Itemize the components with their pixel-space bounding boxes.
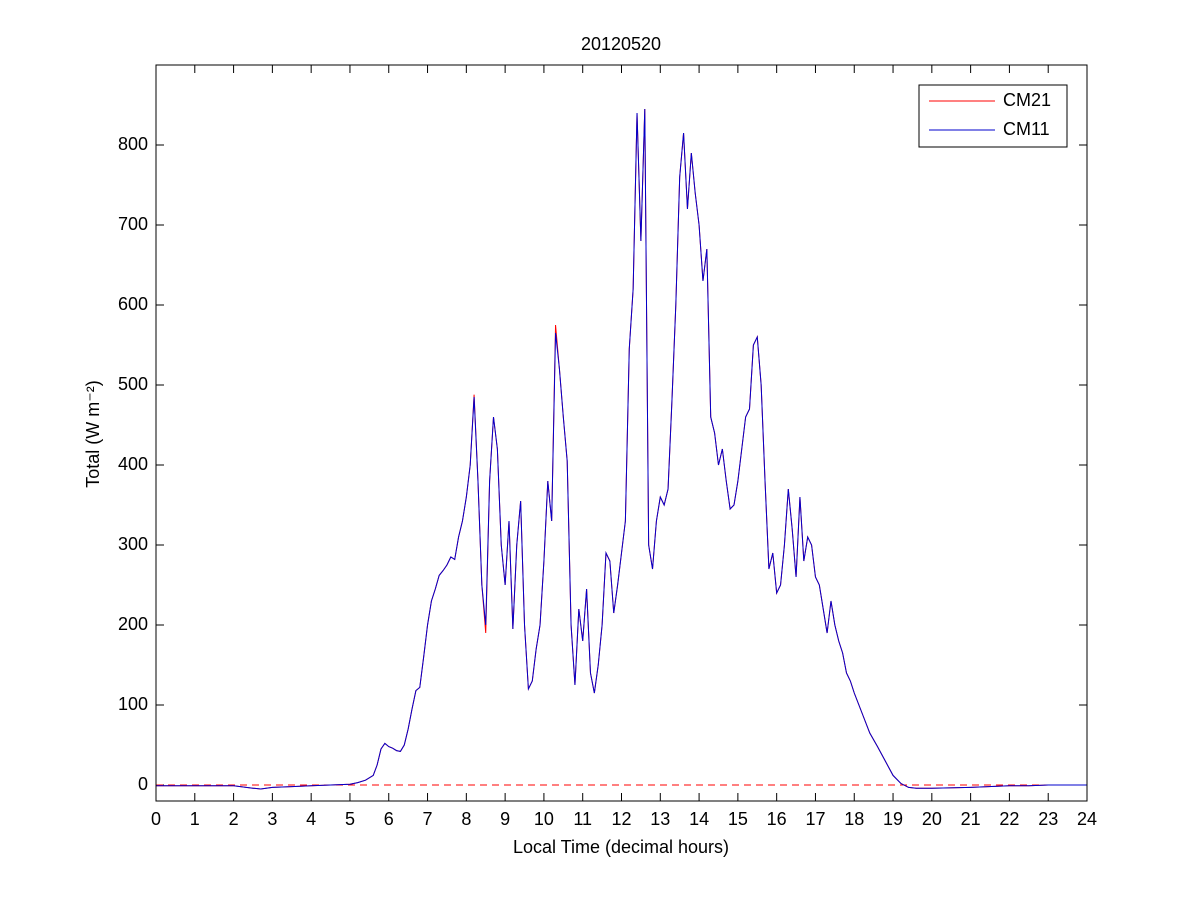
legend-label: CM11 — [1003, 119, 1050, 139]
x-tick-label: 13 — [650, 809, 670, 829]
y-tick-label: 400 — [118, 454, 148, 474]
x-tick-label: 14 — [689, 809, 709, 829]
plot-frame — [155, 64, 1088, 802]
x-tick-label: 5 — [345, 809, 355, 829]
x-tick-label: 9 — [500, 809, 510, 829]
x-tick-label: 7 — [423, 809, 433, 829]
y-tick-label: 600 — [118, 294, 148, 314]
x-tick-label: 15 — [728, 809, 748, 829]
x-tick-label: 18 — [844, 809, 864, 829]
y-tick-label: 300 — [118, 534, 148, 554]
x-tick-label: 22 — [999, 809, 1019, 829]
legend-box — [918, 84, 1068, 148]
x-tick-label: 3 — [267, 809, 277, 829]
x-tick-label: 8 — [461, 809, 471, 829]
x-tick-label: 12 — [611, 809, 631, 829]
x-tick-label: 24 — [1077, 809, 1097, 829]
x-tick-label: 10 — [534, 809, 554, 829]
series-line — [156, 108, 1087, 790]
y-tick-label: 100 — [118, 694, 148, 714]
y-tick-label: 500 — [118, 374, 148, 394]
x-tick-label: 11 — [573, 809, 592, 829]
x-axis-label: Local Time (decimal hours) — [513, 837, 729, 857]
y-tick-label: 800 — [118, 134, 148, 154]
y-tick-label: 200 — [118, 614, 148, 634]
x-tick-label: 4 — [306, 809, 316, 829]
x-tick-label: 1 — [190, 809, 200, 829]
y-axis-label: Total (W m⁻²) — [83, 380, 103, 488]
x-tick-label: 0 — [151, 809, 161, 829]
x-tick-label: 16 — [767, 809, 787, 829]
y-tick-label: 0 — [138, 774, 148, 794]
x-tick-label: 2 — [229, 809, 239, 829]
legend-label: CM21 — [1003, 90, 1051, 110]
x-tick-label: 20 — [922, 809, 942, 829]
y-tick-label: 700 — [118, 214, 148, 234]
x-tick-label: 17 — [805, 809, 825, 829]
chart-title: 20120520 — [581, 34, 661, 54]
x-tick-label: 21 — [961, 809, 981, 829]
x-tick-label: 6 — [384, 809, 394, 829]
x-tick-label: 23 — [1038, 809, 1058, 829]
x-tick-label: 19 — [883, 809, 903, 829]
